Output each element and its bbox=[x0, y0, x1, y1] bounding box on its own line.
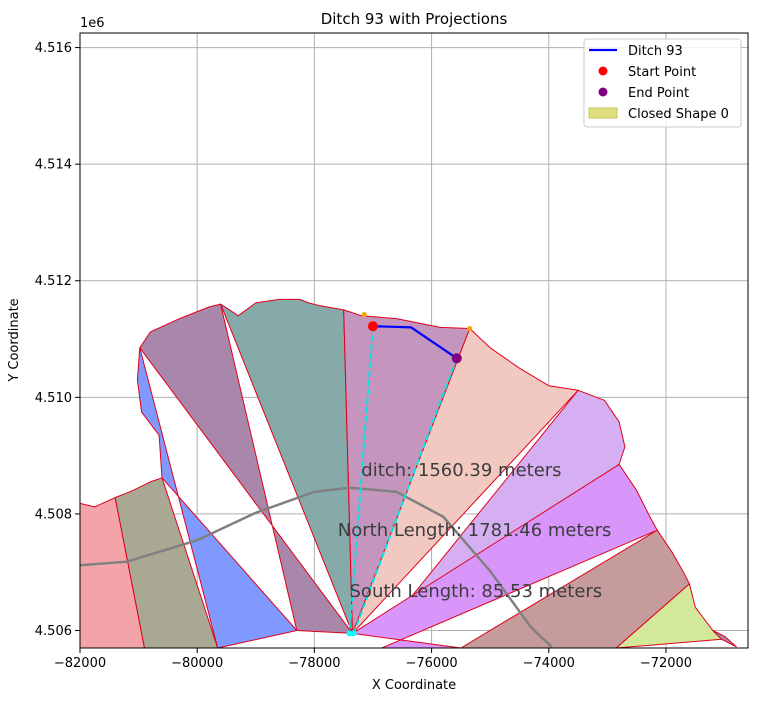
projection-line bbox=[352, 357, 458, 634]
legend-end-marker bbox=[598, 87, 608, 97]
projection-point bbox=[361, 312, 367, 318]
x-tick-label: −80000 bbox=[171, 656, 223, 671]
y-axis: 4.506 4.508 4.510 4.512 4.514 4.516 bbox=[35, 41, 80, 639]
y-offset-label: 1e6 bbox=[80, 16, 105, 31]
annotation-ditch: ditch: 1560.39 meters bbox=[361, 460, 561, 481]
legend: Ditch 93 Start Point End Point Closed Sh… bbox=[583, 38, 742, 128]
y-tick-label: 4.516 bbox=[35, 41, 72, 56]
legend-label-start: Start Point bbox=[628, 65, 696, 80]
chart-title: Ditch 93 with Projections bbox=[321, 10, 508, 28]
ditch-line bbox=[372, 325, 458, 360]
start-point-marker bbox=[367, 321, 378, 332]
x-axis-label: X Coordinate bbox=[372, 678, 456, 693]
center-curve-line bbox=[80, 486, 553, 648]
closed-shape-region bbox=[712, 630, 737, 648]
y-tick-label: 4.508 bbox=[35, 507, 72, 522]
closed-shape-region bbox=[139, 303, 353, 634]
plot-frame bbox=[79, 32, 749, 649]
legend-start-marker bbox=[598, 66, 608, 76]
x-tick-label: −72000 bbox=[640, 656, 692, 671]
series-layer bbox=[80, 312, 553, 648]
x-tick-label: −82000 bbox=[54, 656, 106, 671]
legend-label-ditch: Ditch 93 bbox=[628, 44, 683, 59]
x-tick-label: −78000 bbox=[288, 656, 340, 671]
y-tick-label: 4.512 bbox=[35, 274, 72, 289]
x-tick-label: −76000 bbox=[405, 656, 457, 671]
projection-point bbox=[467, 326, 473, 332]
annotation-south-length: South Length: 85.53 meters bbox=[350, 581, 603, 602]
legend-shape-patch bbox=[588, 107, 618, 119]
y-axis-label: Y Coordinate bbox=[7, 298, 22, 382]
projection-foot-point bbox=[346, 630, 353, 637]
x-axis: −82000 −80000 −78000 −76000 −74000 −72000 bbox=[54, 648, 692, 671]
x-tick-label: −74000 bbox=[523, 656, 575, 671]
projection-line bbox=[348, 326, 374, 634]
annotation-north-length: North Length: 1781.46 meters bbox=[338, 520, 612, 541]
legend-label-shape: Closed Shape 0 bbox=[628, 107, 729, 122]
legend-label-end: End Point bbox=[628, 86, 689, 101]
annotations: ditch: 1560.39 meters North Length: 1781… bbox=[338, 460, 612, 602]
closed-shape-region bbox=[136, 347, 298, 648]
y-tick-label: 4.506 bbox=[35, 624, 72, 639]
closed-shape-region bbox=[352, 463, 658, 648]
y-tick-label: 4.514 bbox=[35, 158, 72, 173]
end-point-marker bbox=[451, 353, 462, 364]
y-tick-label: 4.510 bbox=[35, 391, 72, 406]
closed-shapes bbox=[80, 298, 737, 648]
legend-box bbox=[583, 38, 742, 128]
projection-foot-point bbox=[350, 630, 357, 637]
